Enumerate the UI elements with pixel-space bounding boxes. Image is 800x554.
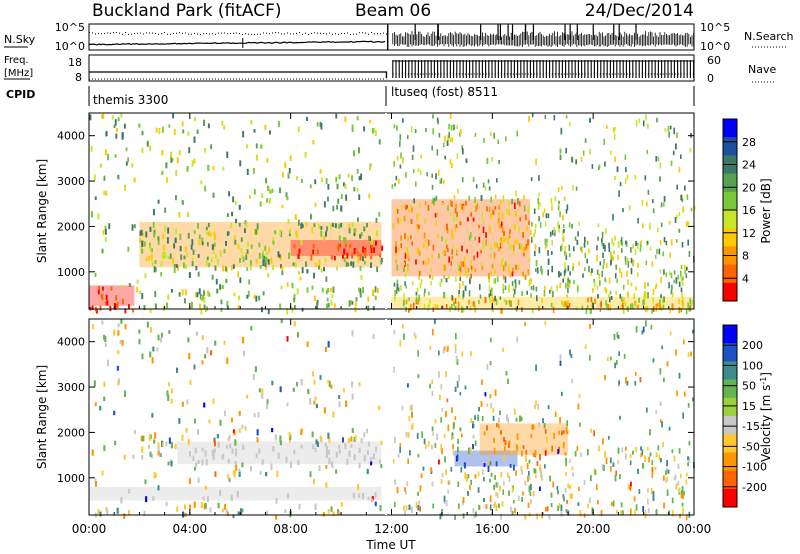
velocity-colorbar-tick-5: -50 — [742, 440, 760, 453]
power-colorbar-swatch-0 — [723, 119, 737, 138]
velocity-colorbar-tick-4: -15 — [742, 420, 760, 433]
velocity-colorbar-tick-6: -100 — [742, 461, 767, 474]
velocity-colorbar-swatch-5 — [723, 416, 737, 435]
power-ylabel: Slant Range [km] — [35, 159, 49, 263]
power-colorbar-tick-0: 28 — [742, 136, 756, 149]
velocity-panel: 1000 2000 3000 4000 Slant Range [km] 200 100… — [35, 318, 773, 521]
xtick-label-2: 08:00 — [273, 522, 308, 536]
velocity-colorbar-swatch-8 — [723, 470, 737, 490]
velocity-colorbar-tick-1: 100 — [742, 359, 763, 372]
noise-tick-high-right: 10^5 — [700, 21, 730, 34]
power-colorbar-swatch-6 — [723, 228, 737, 247]
velocity-feature-0 — [89, 486, 382, 501]
xtick-label-5: 20:00 — [576, 522, 611, 536]
velocity-ytick-label-3: 4000 — [57, 336, 85, 349]
power-colorbar-swatch-5 — [723, 210, 737, 229]
velocity-colorbar-swatch-7 — [723, 452, 737, 472]
freq-tick-low: 8 — [75, 71, 82, 84]
velocity-ytick-label-1: 2000 — [57, 426, 85, 439]
power-colorbar-swatch-4 — [723, 191, 737, 211]
power-colorbar-swatch-9 — [723, 282, 737, 302]
cpid-label: CPID — [6, 88, 35, 101]
beam-title: Beam 06 — [355, 1, 431, 21]
xtick-label-1: 04:00 — [173, 522, 208, 536]
noise-tick-high-left: 10^5 — [55, 21, 85, 34]
power-panel: 1000 2000 3000 4000 Slant Range [km] 28 24 20… — [35, 112, 773, 315]
freq-unit-label: [MHz] — [4, 68, 33, 79]
power-colorbar-tick-5: 8 — [742, 250, 749, 263]
power-colorbar-swatch-8 — [723, 264, 737, 284]
velocity-colorbar-tick-3: 15 — [742, 400, 756, 413]
noise-tick-low-right: 10^0 — [700, 40, 730, 53]
noise-panel: N.Sky 10^5 10^0 10^5 10^0 N.Search — [4, 21, 794, 53]
velocity-ytick-label-0: 1000 — [57, 472, 85, 485]
power-colorbar-swatch-1 — [723, 137, 737, 156]
velocity-feature-3 — [479, 423, 568, 456]
power-colorbar-tick-3: 16 — [742, 204, 756, 217]
station-title: Buckland Park (fitACF) — [92, 1, 282, 21]
cpid-segment-2: ltuseq (fost) 8511 — [391, 85, 498, 99]
power-colorbar-swatch-3 — [723, 173, 737, 193]
xtick-label-4: 16:00 — [475, 522, 510, 536]
nave-tick-high: 60 — [707, 54, 721, 67]
velocity-colorbar-swatch-2 — [723, 361, 737, 381]
velocity-feature-2 — [454, 450, 518, 467]
power-colorbar-tick-2: 20 — [742, 181, 756, 194]
power-ytick-label-0: 1000 — [57, 266, 85, 279]
power-ytick-label-2: 3000 — [57, 175, 85, 188]
velocity-colorbar-label: Velocity [m s-1] — [759, 372, 773, 462]
power-colorbar-tick-4: 12 — [742, 227, 756, 240]
power-colorbar-label: Power [dB] — [759, 178, 773, 243]
xaxis-label: Time UT — [365, 538, 416, 552]
power-colorbar-tick-1: 24 — [742, 159, 756, 172]
velocity-colorbar-swatch-1 — [723, 343, 737, 362]
velocity-ylabel: Slant Range [km] — [35, 365, 49, 469]
velocity-colorbar-swatch-6 — [723, 434, 737, 453]
freq-panel: Freq. [MHz] 18 8 60 0 Nave — [4, 54, 776, 85]
nave-label: Nave — [748, 63, 776, 76]
power-feature-2 — [290, 240, 382, 256]
nsearch-label: N.Search — [744, 30, 794, 43]
xtick-label-6: 00:00 — [677, 522, 712, 536]
power-ytick-label-1: 2000 — [57, 220, 85, 233]
xtick-label-3: 12:00 — [374, 522, 409, 536]
power-colorbar-tick-6: 4 — [742, 272, 749, 285]
noise-tick-low-left: 10^0 — [55, 40, 85, 53]
date-title: 24/Dec/2014 — [585, 1, 694, 21]
freq-label: Freq. — [4, 55, 29, 66]
nave-tick-low: 0 — [707, 72, 714, 85]
freq-tick-high: 18 — [68, 56, 82, 69]
velocity-colorbar-tick-7: -200 — [742, 481, 767, 494]
velocity-colorbar-swatch-4 — [723, 397, 737, 417]
velocity-colorbar-tick-2: 50 — [742, 380, 756, 393]
power-feature-1 — [139, 221, 382, 268]
velocity-colorbar-swatch-9 — [723, 488, 737, 508]
cpid-segment-1: themis 3300 — [93, 93, 168, 107]
velocity-ytick-label-2: 3000 — [57, 381, 85, 394]
power-ytick-label-3: 4000 — [57, 130, 85, 143]
velocity-colorbar-swatch-0 — [723, 325, 737, 344]
xtick-label-0: 00:00 — [72, 522, 107, 536]
cpid-row: CPID themis 3300 ltuseq (fost) 8511 — [6, 85, 695, 107]
velocity-colorbar-swatch-3 — [723, 379, 737, 399]
nsky-label: N.Sky — [4, 33, 36, 46]
time-axis: 00:00 04:00 08:00 12:00 16:00 20:00 00:00 — [72, 113, 712, 536]
velocity-colorbar-tick-0: 200 — [742, 339, 763, 352]
